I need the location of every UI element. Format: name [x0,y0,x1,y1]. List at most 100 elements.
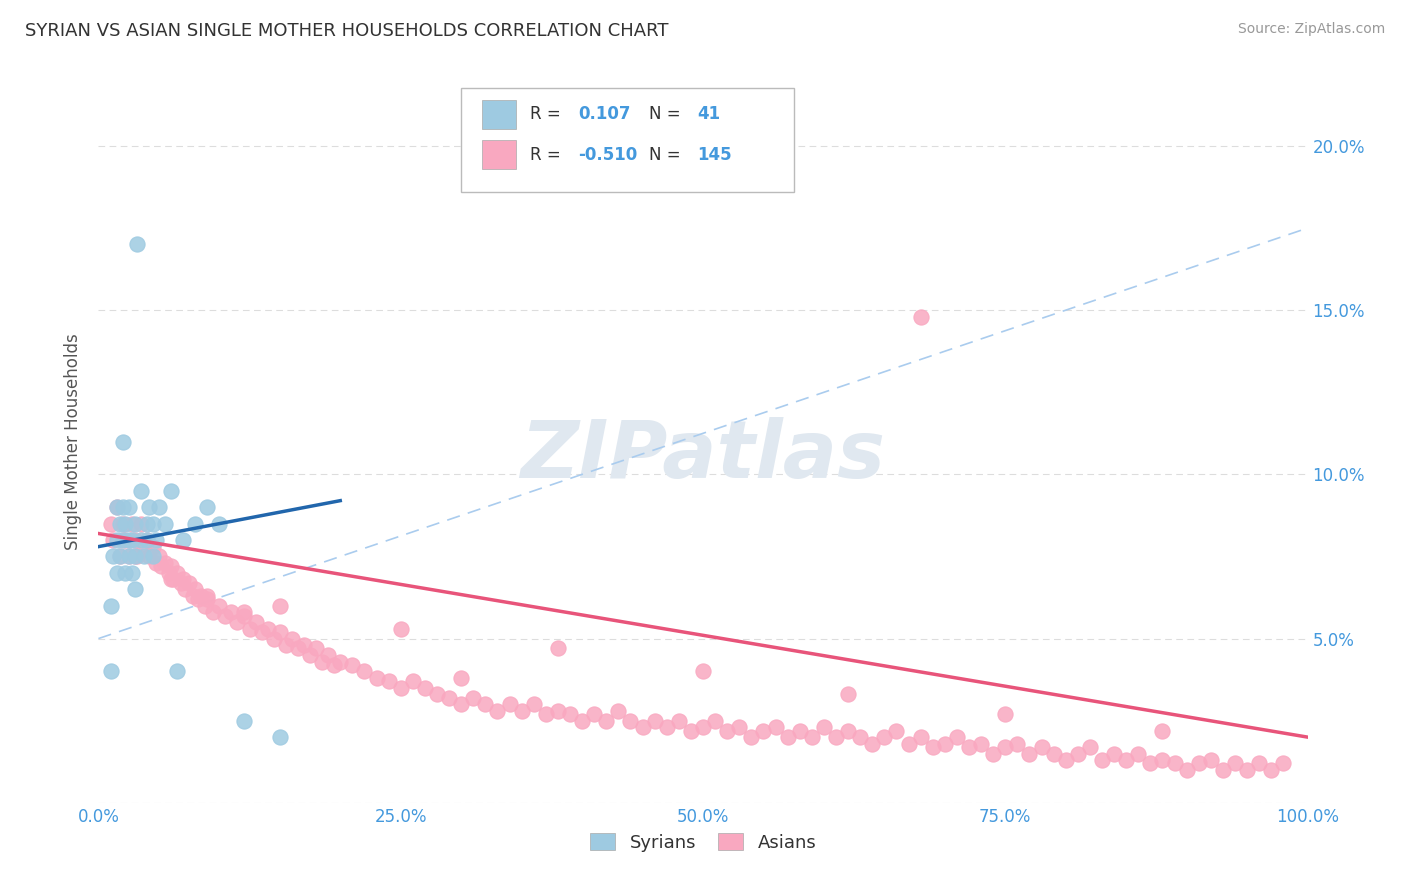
Point [138,500,160,515]
Point [837,687,859,701]
Point [800,730,823,744]
Point [281,632,304,646]
Point [179,575,201,590]
Point [1223,756,1246,771]
Point [389,622,412,636]
Point [789,723,811,738]
Point [118,500,141,515]
Text: ZIPatlas: ZIPatlas [520,417,886,495]
Point [101,533,124,547]
Point [108,516,131,531]
Point [105,500,128,515]
Point [232,605,254,619]
Text: N =: N = [648,145,686,164]
Point [547,704,569,718]
Point [571,714,593,728]
Point [994,739,1017,754]
Point [1102,747,1125,761]
Point [121,533,143,547]
Point [105,533,128,547]
Point [232,608,254,623]
Point [118,549,141,564]
Point [100,599,122,613]
Point [232,714,254,728]
Point [716,723,738,738]
Point [1260,763,1282,777]
Text: 0.107: 0.107 [578,105,631,123]
Point [1115,753,1137,767]
Point [108,549,131,564]
Point [644,714,666,728]
FancyBboxPatch shape [482,140,516,169]
Point [1163,756,1185,771]
Point [450,671,472,685]
Point [114,533,136,547]
Point [463,690,485,705]
Point [172,573,194,587]
Point [145,556,167,570]
Point [910,730,932,744]
Point [934,737,956,751]
Point [245,615,267,630]
Point [124,582,146,597]
Point [437,690,460,705]
Point [631,720,654,734]
Point [740,730,762,744]
Point [342,657,364,672]
Point [174,582,197,597]
Point [162,573,184,587]
Point [1175,763,1198,777]
Point [389,681,412,695]
Point [523,698,546,712]
Point [195,500,218,515]
Point [166,665,188,679]
Point [100,665,122,679]
Point [413,681,436,695]
Point [558,707,581,722]
Point [121,566,143,580]
Point [1139,756,1161,771]
Point [263,632,285,646]
Point [1078,739,1101,754]
Point [353,665,375,679]
Point [148,549,170,564]
Point [970,737,993,751]
Point [129,483,152,498]
Point [256,622,278,636]
Point [111,500,134,515]
Point [157,566,180,580]
Point [765,720,787,734]
Point [172,533,194,547]
Point [377,674,399,689]
Text: -0.510: -0.510 [578,145,638,164]
Text: Source: ZipAtlas.com: Source: ZipAtlas.com [1237,22,1385,37]
Point [402,674,425,689]
Point [366,671,388,685]
Point [111,533,134,547]
Point [250,625,273,640]
Point [655,720,678,734]
Point [849,730,872,744]
Point [135,533,157,547]
Point [118,533,141,547]
Point [1007,737,1029,751]
Point [426,687,449,701]
Point [299,648,322,662]
Point [679,723,702,738]
Point [305,641,328,656]
Point [142,540,165,554]
Point [1199,753,1222,767]
Point [534,707,557,722]
Point [134,540,156,554]
Point [124,549,146,564]
Point [897,737,920,751]
Point [994,707,1017,722]
Point [208,599,231,613]
Point [101,549,124,564]
Point [160,573,183,587]
Point [138,549,160,564]
Point [108,549,131,564]
Point [187,592,209,607]
Point [124,549,146,564]
Point [124,516,146,531]
